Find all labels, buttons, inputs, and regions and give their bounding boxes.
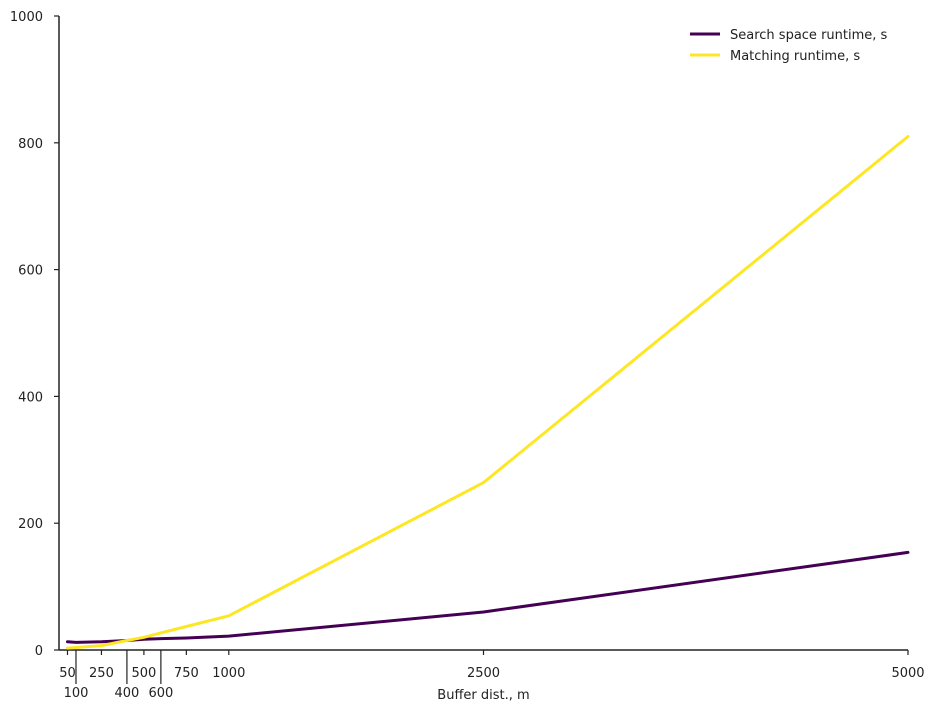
x-tick-label: 1000 [212, 666, 245, 681]
x-tick-label: 250 [89, 666, 114, 681]
x-tick-label: 50 [59, 666, 76, 681]
series-lines [66, 135, 910, 650]
x-tick-label: 5000 [891, 666, 924, 681]
y-tick-label: 400 [18, 390, 43, 405]
y-tick-label: 1000 [10, 10, 43, 25]
y-tick-label: 0 [35, 644, 43, 659]
axes [58, 16, 908, 651]
x-tick-label: 600 [148, 686, 173, 701]
series-line-2 [66, 135, 910, 650]
x-axis-label: Buffer dist., m [437, 688, 529, 703]
y-tick-label: 600 [18, 264, 43, 279]
legend-label: Matching runtime, s [730, 49, 860, 64]
x-tick-label: 100 [64, 686, 89, 701]
x-tick-label: 400 [115, 686, 140, 701]
series-line-1 [66, 550, 910, 644]
x-tick-label: 500 [131, 666, 156, 681]
x-ticks: 50 250 500 750 1000 2500 5000 100 400 600 [59, 650, 925, 701]
y-ticks: 0 200 400 600 800 1000 [10, 10, 59, 659]
legend: Search space runtime, s Matching runtime,… [690, 28, 888, 64]
x-tick-label: 2500 [467, 666, 500, 681]
y-tick-label: 200 [18, 517, 43, 532]
y-tick-label: 800 [18, 137, 43, 152]
x-tick-label: 750 [174, 666, 199, 681]
legend-label: Search space runtime, s [730, 28, 888, 43]
